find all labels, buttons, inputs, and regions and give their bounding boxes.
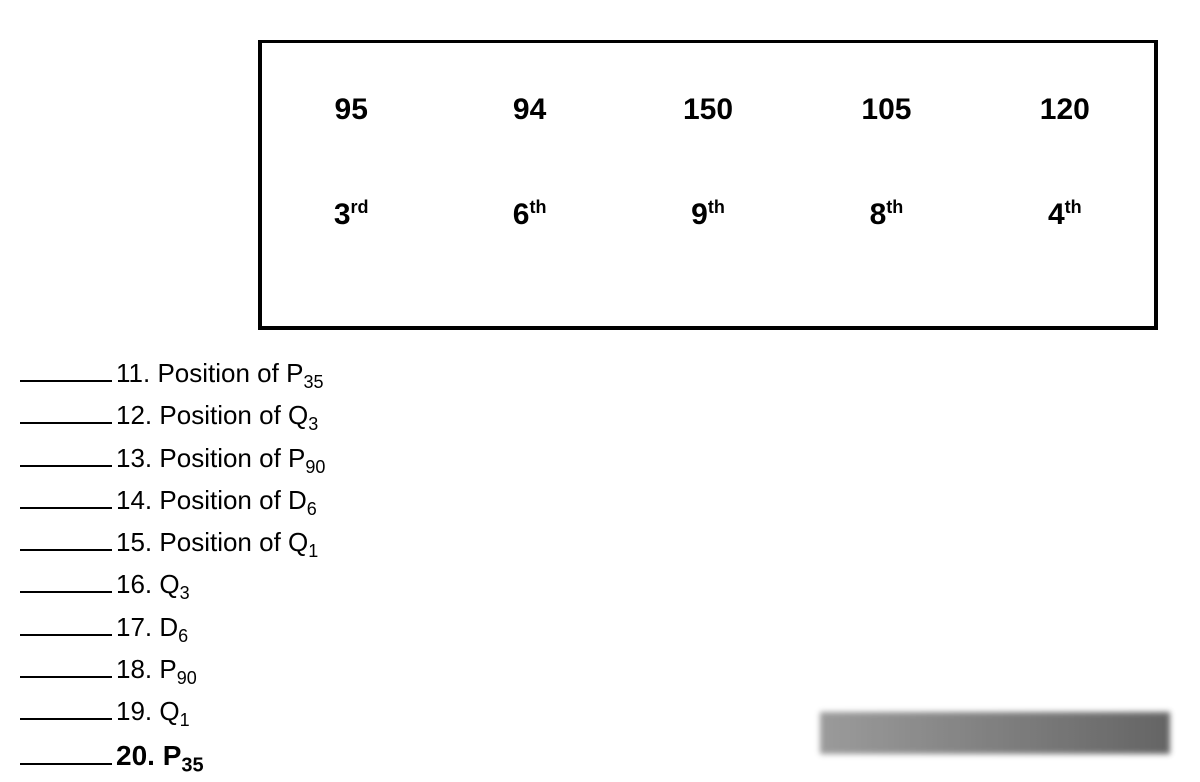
ordinal-suffix: rd (351, 197, 369, 217)
data-box: 95 94 150 105 120 3rd 6th 9th 8th 4th (258, 40, 1158, 330)
answer-blank (20, 362, 112, 382)
question-text-handwritten: 20. P35 (116, 736, 204, 781)
ordinal-suffix: th (529, 197, 546, 217)
questions-list: 11. Position of P35 12. Position of Q3 1… (20, 355, 325, 782)
question-item: 14. Position of D6 (20, 482, 325, 522)
answer-blank (20, 573, 112, 593)
ordinals-row: 3rd 6th 9th 8th 4th (262, 197, 1154, 232)
ordinal-num: 3 (334, 198, 351, 231)
question-item: 15. Position of Q1 (20, 524, 325, 564)
question-text: 13. Position of P90 (116, 440, 325, 480)
question-item: 12. Position of Q3 (20, 397, 325, 437)
question-text: 16. Q3 (116, 566, 190, 606)
question-text: 18. P90 (116, 651, 197, 691)
ordinal-suffix: th (708, 197, 725, 217)
question-text: 12. Position of Q3 (116, 397, 318, 437)
question-item: 18. P90 (20, 651, 325, 691)
ordinal-cell: 9th (619, 197, 797, 232)
question-item: 11. Position of P35 (20, 355, 325, 395)
value-cell: 95 (262, 93, 440, 127)
ordinal-num: 9 (691, 198, 708, 231)
ordinal-cell: 6th (440, 197, 618, 232)
ordinal-suffix: th (1065, 197, 1082, 217)
ordinal-suffix: th (886, 197, 903, 217)
ordinal-num: 4 (1048, 198, 1065, 231)
answer-blank (20, 745, 112, 765)
ordinal-cell: 4th (976, 197, 1154, 232)
answer-blank (20, 700, 112, 720)
answer-blank (20, 658, 112, 678)
question-item: 16. Q3 (20, 566, 325, 606)
ordinal-cell: 8th (797, 197, 975, 232)
question-item-handwritten: 20. P35 (20, 736, 325, 781)
ordinal-num: 6 (513, 198, 530, 231)
value-cell: 105 (797, 93, 975, 127)
question-item: 17. D6 (20, 609, 325, 649)
answer-blank (20, 616, 112, 636)
answer-blank (20, 404, 112, 424)
ordinal-num: 8 (870, 198, 887, 231)
question-text: 19. Q1 (116, 693, 190, 733)
watermark-blur (820, 712, 1170, 754)
value-cell: 94 (440, 93, 618, 127)
question-item: 13. Position of P90 (20, 440, 325, 480)
answer-blank (20, 531, 112, 551)
value-cell: 150 (619, 93, 797, 127)
question-text: 15. Position of Q1 (116, 524, 318, 564)
question-text: 11. Position of P35 (116, 355, 323, 395)
question-item: 19. Q1 (20, 693, 325, 733)
question-text: 17. D6 (116, 609, 188, 649)
answer-blank (20, 489, 112, 509)
ordinal-cell: 3rd (262, 197, 440, 232)
values-row: 95 94 150 105 120 (262, 93, 1154, 127)
question-text: 14. Position of D6 (116, 482, 317, 522)
answer-blank (20, 447, 112, 467)
value-cell: 120 (976, 93, 1154, 127)
